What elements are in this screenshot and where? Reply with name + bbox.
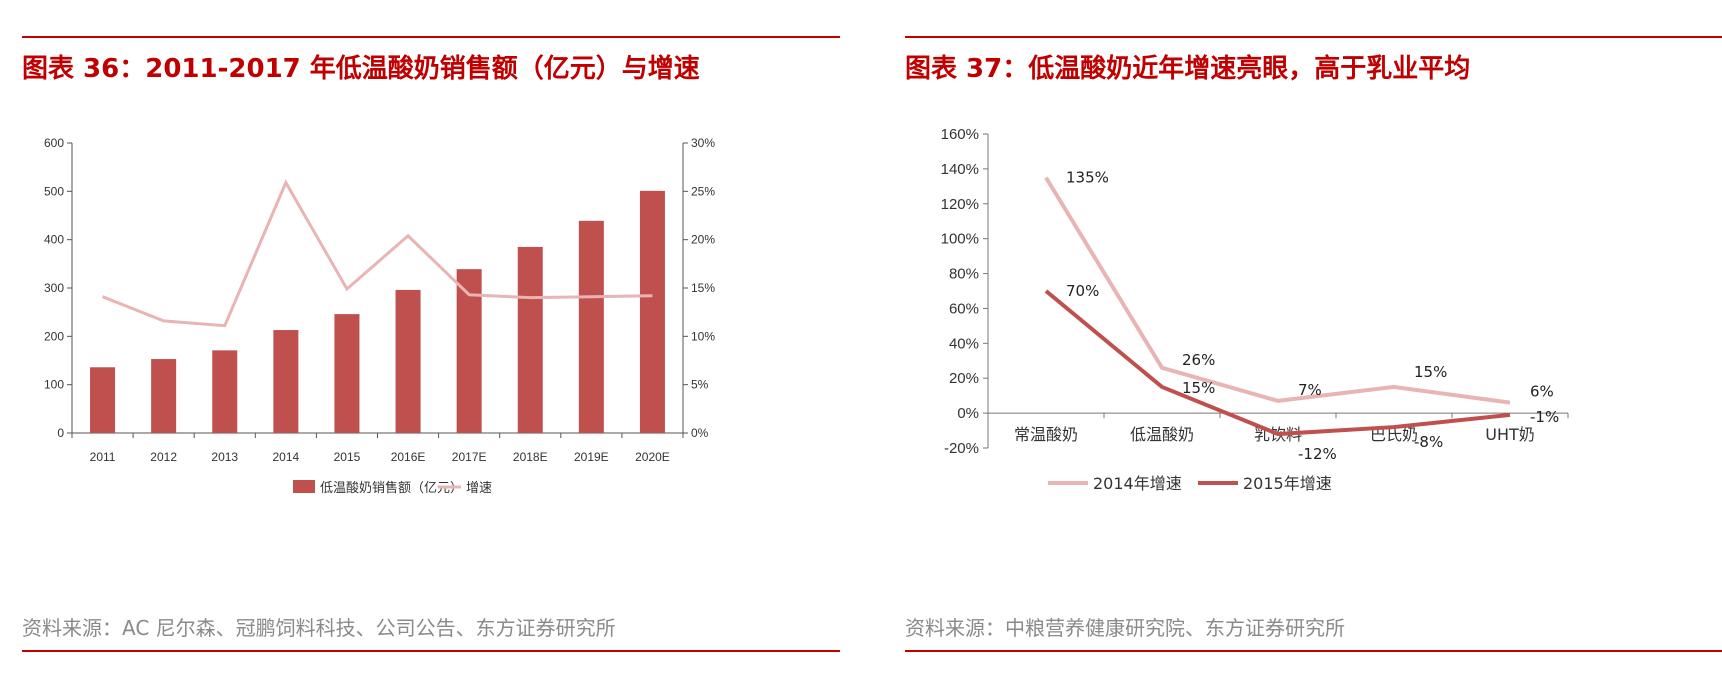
sales-bar	[639, 190, 665, 433]
data-label-2014: 135%	[1066, 169, 1109, 187]
figure-36-title: 图表 36：2011-2017 年低温酸奶销售额（亿元）与增速	[22, 54, 700, 84]
y-tick-label: 140%	[941, 161, 979, 178]
right-tick-label: 20%	[691, 233, 715, 247]
x-tick-label: 2016E	[391, 450, 426, 464]
x-tick-label: UHT奶	[1485, 425, 1535, 444]
y-tick-label: 60%	[949, 300, 979, 317]
y-tick-label: 40%	[949, 335, 979, 352]
sales-bar	[151, 359, 177, 433]
right-tick-label: 0%	[691, 426, 709, 440]
x-tick-label: 2013	[211, 450, 238, 464]
legend-label-2015: 2015年增速	[1243, 474, 1332, 493]
data-label-2015: 15%	[1182, 379, 1215, 397]
y-tick-label: 160%	[941, 126, 979, 143]
legend-label-growth: 增速	[466, 481, 492, 496]
left-figure-panel: 图表 36：2011-2017 年低温酸奶销售额（亿元）与增速 0 100 200 3…	[0, 0, 840, 677]
legend-label-2014: 2014年增速	[1093, 474, 1182, 493]
sales-bar	[517, 246, 543, 433]
x-tick-label: 2012	[150, 450, 177, 464]
figure-37-title: 图表 37：低温酸奶近年增速亮眼，高于乳业平均	[905, 54, 1471, 84]
sales-growth-chart: 0 100 200 300 400 500 600 0% 5% 10% 15% 20% 25% 30% 20…	[44, 136, 715, 496]
sales-bar	[334, 314, 360, 433]
growth-rate-line	[101, 179, 653, 328]
right-figure-panel: 图表 37：低温酸奶近年增速亮眼，高于乳业平均 -20% 0% 20% 40% 60% 8…	[905, 0, 1722, 677]
data-label-2015: 70%	[1066, 282, 1099, 300]
top-rule	[905, 36, 1722, 38]
right-tick-label: 10%	[691, 329, 715, 343]
left-tick-label: 500	[44, 184, 64, 198]
right-tick-label: 15%	[691, 281, 715, 295]
data-label-2015: -12%	[1298, 445, 1337, 463]
y-tick-label: 100%	[941, 231, 979, 248]
data-label-2015: -1%	[1530, 408, 1559, 426]
x-tick-label: 2017E	[452, 450, 487, 464]
data-label-2014: 7%	[1298, 381, 1322, 399]
left-tick-label: 100	[44, 378, 64, 392]
data-label-2014: 26%	[1182, 351, 1215, 369]
growth-comparison-chart: -20% 0% 20% 40% 60% 80% 100% 120% 140% 160% 常温酸奶 低温…	[941, 126, 1569, 493]
x-tick-label: 2011	[90, 450, 116, 464]
bottom-rule	[905, 650, 1722, 652]
data-label-2014: 15%	[1414, 363, 1447, 381]
x-tick-label: 低温酸奶	[1130, 425, 1194, 444]
x-tick-label: 2020E	[635, 450, 670, 464]
left-tick-label: 300	[44, 281, 64, 295]
data-label-2014: 6%	[1530, 383, 1554, 401]
x-tick-label: 巴氏奶	[1370, 425, 1418, 444]
y-tick-label: 120%	[941, 196, 979, 213]
right-tick-label: 5%	[691, 378, 709, 392]
legend-label-sales: 低温酸奶销售额（亿元）	[320, 480, 463, 496]
figure-37-source: 资料来源：中粮营养健康研究院、东方证券研究所	[905, 616, 1345, 640]
y-tick-label: 0%	[957, 405, 979, 422]
left-tick-label: 600	[44, 136, 64, 150]
y-tick-label: 20%	[949, 370, 979, 387]
y-tick-label: 80%	[949, 266, 979, 283]
x-tick-label: 2019E	[574, 450, 609, 464]
growth-2015-line	[1044, 289, 1511, 437]
x-tick-label: 2015	[334, 450, 361, 464]
x-tick-label: 2018E	[513, 450, 548, 464]
right-tick-label: 30%	[691, 136, 715, 150]
left-tick-label: 200	[44, 329, 64, 343]
sales-bar	[395, 289, 421, 433]
x-tick-label: 常温酸奶	[1014, 425, 1078, 444]
sales-bar	[212, 350, 238, 433]
top-rule	[22, 36, 840, 38]
figure-36-source: 资料来源：AC 尼尔森、冠鹏饲料科技、公司公告、东方证券研究所	[22, 616, 616, 640]
left-tick-label: 0	[57, 426, 64, 440]
sales-bar	[578, 220, 604, 433]
bottom-rule	[22, 650, 840, 652]
data-label-2015: -8%	[1414, 433, 1443, 451]
y-tick-label: -20%	[944, 440, 979, 457]
right-tick-label: 25%	[691, 184, 715, 198]
left-tick-label: 400	[44, 233, 64, 247]
growth-2014-line	[1044, 176, 1511, 405]
sales-bar	[273, 330, 299, 433]
x-tick-label: 2014	[272, 450, 299, 464]
legend-swatch-sales	[293, 480, 315, 493]
sales-bar	[90, 367, 116, 433]
